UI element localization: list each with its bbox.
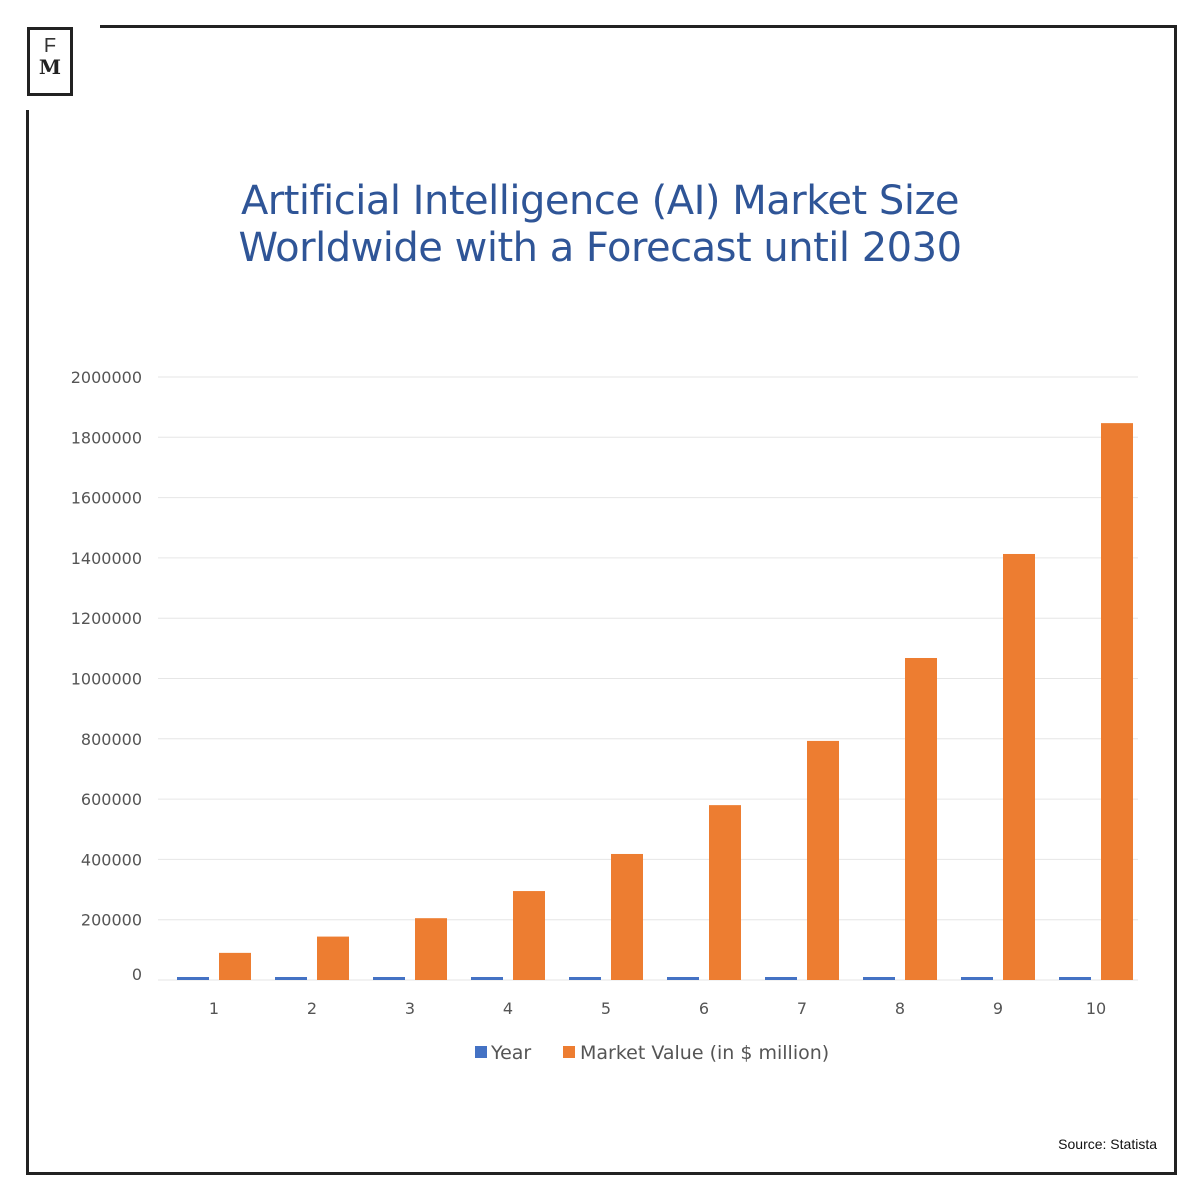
y-tick-label: 1400000 [71, 549, 142, 568]
y-tick-label: 0 [132, 965, 142, 984]
x-tick-label: 4 [503, 999, 513, 1018]
bar-year [275, 977, 307, 980]
y-tick-label: 1800000 [71, 428, 142, 447]
chart-title: Artificial Intelligence (AI) Market Size… [238, 178, 962, 271]
y-tick-label: 600000 [81, 790, 142, 809]
bar-market-value [513, 891, 545, 980]
frame-bottom [26, 1172, 1177, 1175]
bar-market-value [709, 805, 741, 980]
bar-year [177, 977, 209, 980]
bar-market-value [219, 952, 251, 980]
x-tick-label: 6 [699, 999, 709, 1018]
bar-market-value [905, 657, 937, 980]
frame-top [100, 25, 1177, 28]
y-tick-label: 400000 [81, 850, 142, 869]
bar-market-value [317, 936, 349, 980]
source-note: Source: Statista [1058, 1136, 1157, 1152]
y-tick-label: 1000000 [71, 670, 142, 689]
frame-right [1174, 25, 1177, 1175]
y-tick-label: 1600000 [71, 489, 142, 508]
legend-swatch-market-value [563, 1046, 575, 1058]
y-tick-label: 200000 [81, 911, 142, 930]
bar-year [1059, 977, 1091, 980]
bar-market-value [611, 853, 643, 980]
y-tick-label: 2000000 [71, 368, 142, 387]
y-tick-label: 1200000 [71, 609, 142, 628]
fm-logo: F M [27, 27, 73, 96]
bar-market-value [1003, 553, 1035, 980]
bar-year [863, 977, 895, 980]
bar-year [667, 977, 699, 980]
bar-year [765, 977, 797, 980]
x-tick-label: 8 [895, 999, 905, 1018]
legend-label-year: Year [490, 1042, 531, 1064]
y-tick-label: 800000 [81, 730, 142, 749]
legend-swatch-year [475, 1046, 487, 1058]
x-tick-label: 9 [993, 999, 1003, 1018]
bar-year [471, 977, 503, 980]
bar-year [569, 977, 601, 980]
bar-market-value [1101, 423, 1133, 980]
legend-label-market-value: Market Value (in $ million) [580, 1042, 829, 1064]
x-tick-label: 3 [405, 999, 415, 1018]
frame-left [26, 110, 29, 1175]
x-tick-label: 5 [601, 999, 611, 1018]
bar-year [961, 977, 993, 980]
x-tick-label: 7 [797, 999, 807, 1018]
x-tick-label: 10 [1086, 999, 1106, 1018]
bar-year [373, 977, 405, 980]
x-tick-label: 2 [307, 999, 317, 1018]
bar-market-value [415, 918, 447, 980]
bar-market-value [807, 740, 839, 980]
x-tick-label: 1 [209, 999, 219, 1018]
